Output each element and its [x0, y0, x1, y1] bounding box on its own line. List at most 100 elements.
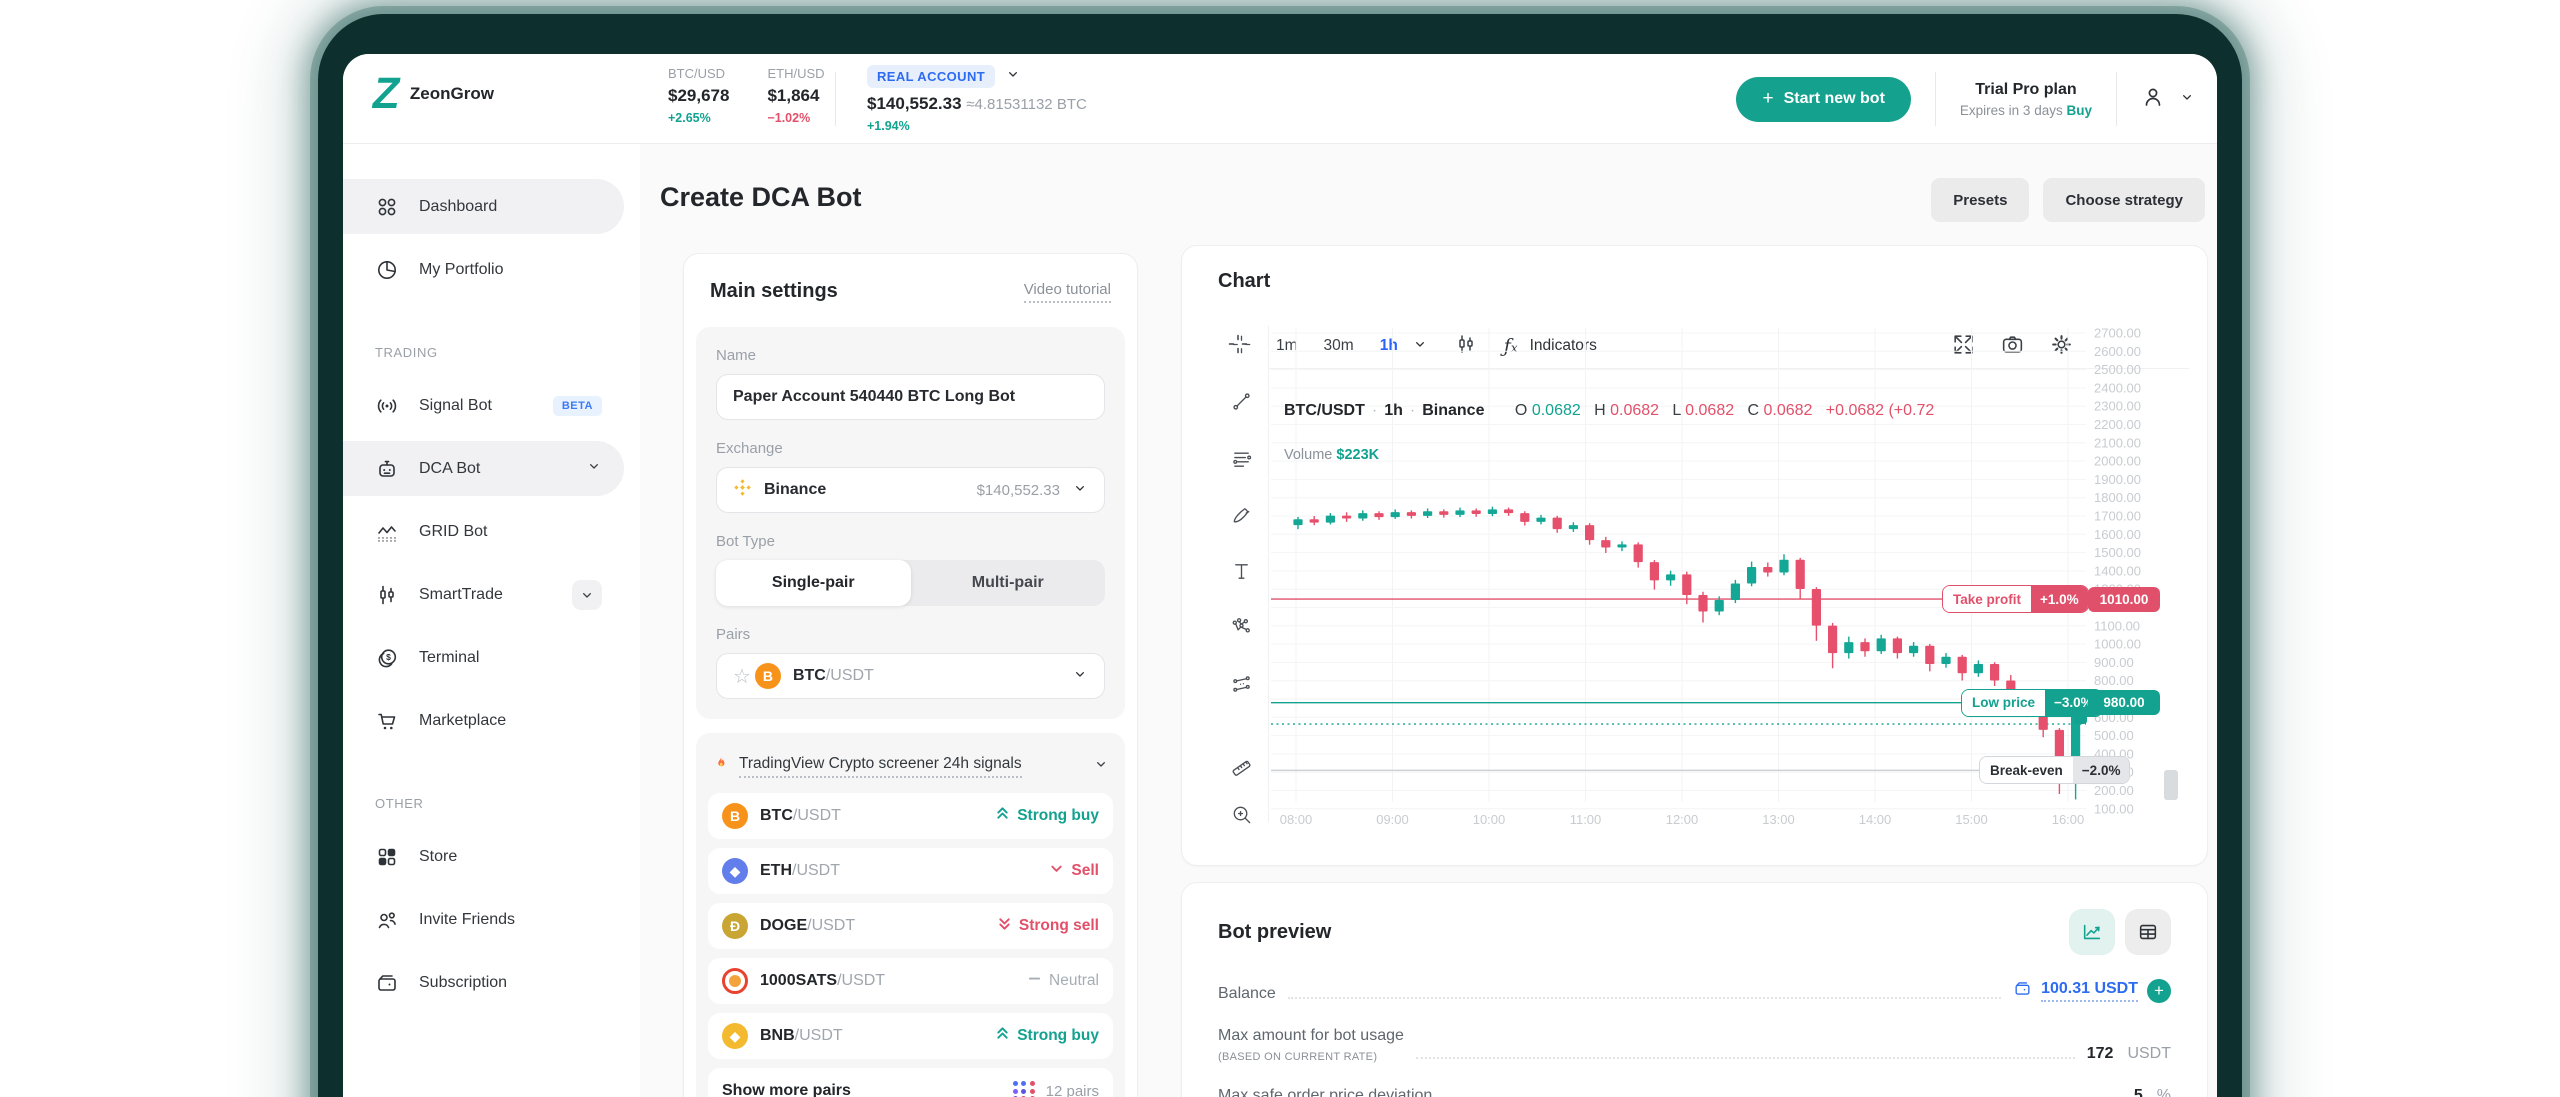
svg-text:2700.00: 2700.00 — [2094, 326, 2141, 341]
signal-btc: Strong buy — [995, 806, 1099, 826]
logo-z-icon: Z — [368, 69, 403, 118]
svg-text:16:00: 16:00 — [2052, 812, 2085, 827]
line-chart-icon[interactable] — [2069, 909, 2115, 955]
header-divider — [835, 72, 836, 126]
chevron-down-icon[interactable] — [586, 458, 602, 479]
balance-label: Balance — [1218, 985, 1276, 1002]
pairs-select[interactable]: ☆ B BTC/USDT — [716, 653, 1105, 699]
brand-logo[interactable]: Z ZeonGrow — [369, 69, 494, 118]
parallel-channel-icon[interactable] — [1230, 673, 1253, 701]
svg-text:2100.00: 2100.00 — [2094, 435, 2141, 450]
horizontal-lines-icon[interactable] — [1230, 447, 1253, 475]
sidebar-item-signal-bot[interactable]: Signal Bot BETA — [343, 378, 624, 433]
ruler-icon[interactable] — [1230, 753, 1253, 781]
grid-icon — [375, 520, 399, 544]
screener-row-bnb[interactable]: ◆ BNB/USDT Strong buy — [708, 1013, 1113, 1059]
brush-icon[interactable] — [1230, 503, 1253, 531]
account-summary: REAL ACCOUNT $140,552.33 ≈4.81531132 BTC… — [867, 65, 1087, 133]
store-icon — [375, 845, 399, 869]
sidebar-item-marketplace[interactable]: Marketplace — [343, 693, 624, 748]
user-menu[interactable] — [2141, 85, 2195, 114]
wallet-icon — [2013, 979, 2032, 1003]
screener-row-doge[interactable]: Ð DOGE/USDT Strong sell — [708, 903, 1113, 949]
video-tutorial-link[interactable]: Video tutorial — [1023, 281, 1111, 303]
star-icon[interactable]: ☆ — [733, 665, 751, 688]
magnifier-icon[interactable] — [1230, 803, 1253, 831]
signal-1000sats: Neutral — [1027, 971, 1099, 991]
svg-text:900.00: 900.00 — [2094, 655, 2134, 670]
fx-indicators-icon[interactable]: ƒx — [1503, 335, 1518, 357]
plus-icon: + — [1762, 88, 1774, 109]
plan-info: Trial Pro plan Expires in 3 days Buy — [1959, 80, 2092, 118]
sidebar-item-terminal[interactable]: $ Terminal — [343, 630, 624, 685]
buy-link[interactable]: Buy — [2066, 102, 2092, 118]
text-icon[interactable] — [1230, 560, 1253, 588]
sidebar-item-grid-bot[interactable]: GRID Bot — [343, 504, 624, 559]
trend-line-icon[interactable] — [1230, 390, 1253, 418]
crosshair-icon[interactable] — [1230, 333, 1253, 361]
candles-style-icon[interactable] — [1454, 332, 1478, 361]
balance-value[interactable]: 100.31 USDT — [2041, 980, 2138, 1002]
crosshair-icon[interactable] — [1226, 332, 1250, 361]
sidebar-item-dca-bot[interactable]: DCA Bot — [343, 441, 624, 496]
deviation-value: 5 — [2133, 1087, 2143, 1097]
svg-text:500.00: 500.00 — [2094, 728, 2134, 743]
bot-name-input[interactable]: Paper Account 540440 BTC Long Bot — [716, 374, 1105, 420]
show-more-pairs-button[interactable]: Show more pairs 12 pairs — [708, 1068, 1113, 1097]
sidebar-item-dashboard[interactable]: Dashboard — [343, 179, 624, 234]
timeframe-1h[interactable]: 1h — [1379, 337, 1398, 354]
chevron-down-icon — [1072, 480, 1088, 501]
svg-text:1000.00: 1000.00 — [2094, 637, 2141, 652]
app-header: Z ZeonGrow BTC/USD $29,678 +2.65% ETH/US… — [343, 54, 2217, 144]
chevron-down-icon[interactable] — [1412, 336, 1428, 357]
svg-text:1300.00: 1300.00 — [2094, 582, 2141, 597]
svg-text:2300.00: 2300.00 — [2094, 399, 2141, 414]
account-change: +1.94% — [867, 119, 910, 133]
ticker-eth-usd[interactable]: ETH/USD $1,864 −1.02% — [767, 66, 825, 125]
indicators-button[interactable]: Indicators — [1529, 337, 1597, 354]
signal-doge: Strong sell — [997, 916, 1099, 936]
real-account-badge[interactable]: REAL ACCOUNT — [867, 65, 996, 88]
screener-title[interactable]: TradingView Crypto screener 24h signals — [739, 755, 1022, 778]
svg-text:2200.00: 2200.00 — [2094, 417, 2141, 432]
sidebar-item-smarttrade[interactable]: SmartTrade — [343, 567, 624, 622]
screener-row-eth[interactable]: ◆ ETH/USDT Sell — [708, 848, 1113, 894]
chevron-down-icon[interactable] — [1005, 66, 1021, 87]
svg-text:09:00: 09:00 — [1376, 812, 1409, 827]
svg-text:100.00: 100.00 — [2094, 801, 2134, 816]
choose-strategy-button[interactable]: Choose strategy — [2043, 178, 2205, 222]
bot-type-multi-pair[interactable]: Multi-pair — [971, 574, 1044, 591]
exchange-select[interactable]: Binance $140,552.33 — [716, 467, 1105, 513]
candlestick-chart[interactable]: 08:00 09:00 10:00 11:00 12:00 13:00 14:00 15:00… — [1182, 246, 2208, 866]
add-funds-button[interactable]: + — [2147, 979, 2171, 1003]
bot-preview-title: Bot preview — [1218, 920, 1332, 943]
header-divider — [2116, 72, 2117, 126]
coin-icon: $ — [375, 646, 399, 670]
deviation-label: Max safe order price deviation — [1218, 1087, 1433, 1097]
screener-card: TradingView Crypto screener 24h signals … — [696, 733, 1125, 1097]
sidebar-item-subscription[interactable]: Subscription — [343, 955, 624, 1010]
chevron-down-icon[interactable] — [1093, 756, 1109, 777]
svg-text:14:00: 14:00 — [1859, 812, 1892, 827]
candles-icon — [375, 583, 399, 607]
screener-row-1000sats[interactable]: 1000SATS/USDT Neutral — [708, 958, 1113, 1004]
start-new-bot-button[interactable]: + Start new bot — [1736, 76, 1911, 122]
sidebar-item-my-portfolio[interactable]: My Portfolio — [343, 242, 624, 297]
name-label: Name — [716, 347, 757, 364]
toolbar-divider — [1268, 326, 1269, 822]
sidebar-item-invite-friends[interactable]: Invite Friends — [343, 892, 624, 947]
flame-icon — [712, 753, 730, 780]
presets-button[interactable]: Presets — [1931, 178, 2030, 222]
timeframe-30m[interactable]: 30m — [1323, 337, 1354, 354]
svg-text:1100.00: 1100.00 — [2094, 618, 2140, 633]
bot-type-single-pair[interactable]: Single-pair — [716, 560, 911, 606]
screener-row-btc[interactable]: B BTC/USDT Strong buy — [708, 793, 1113, 839]
chevron-down-icon[interactable] — [572, 579, 602, 610]
xabcd-pattern-icon[interactable] — [1230, 615, 1253, 643]
ticker-btc-usd[interactable]: BTC/USD $29,678 +2.65% — [668, 66, 730, 125]
timeframe-1m[interactable]: 1m — [1276, 337, 1298, 354]
chevron-down-icon — [1072, 666, 1088, 687]
table-icon[interactable] — [2125, 909, 2171, 955]
main-settings-card: Main settings Video tutorial Name Paper … — [683, 253, 1138, 1097]
sidebar-item-store[interactable]: Store — [343, 829, 624, 884]
